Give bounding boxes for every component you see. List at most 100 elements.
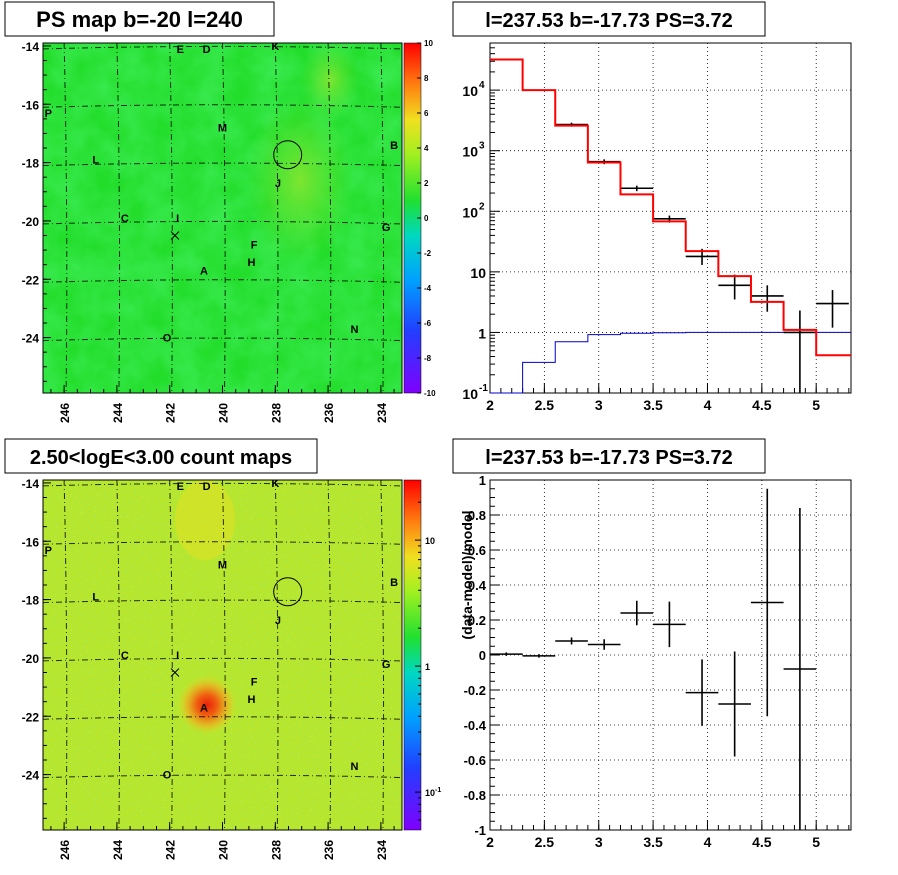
ps-colorbar-ticks: 10 8 6 4 2 0 -2 -4 -6 -8 -10	[417, 39, 436, 398]
graticule-line	[222, 43, 226, 393]
x-tick-label: 236	[322, 840, 336, 860]
y-tick-label: -22	[22, 273, 40, 287]
source-label-d: D	[203, 44, 211, 56]
colorbar-tick-label: 10	[424, 39, 433, 48]
colorbar-tick-label: -10	[424, 389, 436, 398]
y-tick-label: 10	[462, 204, 478, 220]
y-tick-label: -22	[22, 710, 40, 724]
ps-map-heatmap	[43, 43, 402, 393]
source-label-k: K	[271, 41, 279, 53]
y-tick-label: -16	[22, 98, 40, 112]
source-label-c: C	[121, 650, 129, 662]
colorbar-tick-label: 6	[424, 109, 429, 118]
target-circle	[273, 577, 303, 607]
ps-map-panel: 10 8 6 4 2 0 -2 -4 -6 -8 -10 246 244 242 240 238 236 234…	[4, 1, 436, 423]
graticule-line	[327, 43, 332, 393]
data-point	[783, 310, 817, 393]
source-label-m: M	[218, 123, 227, 135]
colorbar-tick-label: 4	[424, 144, 429, 153]
x-tick-label: 3	[595, 397, 603, 413]
count-colorbar	[404, 480, 421, 830]
graticule-line	[274, 43, 279, 393]
source-label-p: P	[45, 545, 52, 557]
y-tick-label: 10	[462, 386, 478, 402]
residual-point	[718, 651, 751, 757]
model-total-line	[490, 58, 851, 357]
source-label-l: L	[92, 155, 99, 167]
residual-point	[783, 508, 817, 830]
colorbar-tick-label: -8	[424, 354, 432, 363]
source-label-c: C	[121, 213, 129, 225]
x-tick-label: 242	[164, 403, 178, 423]
y-tick-label: 0	[479, 648, 486, 663]
x-tick-label: 238	[269, 840, 283, 860]
y-tick-label: 0.2	[468, 613, 486, 628]
x-tick-label: 2.5	[535, 834, 555, 850]
source-label-b: B	[390, 140, 398, 152]
y-tick-label: 0.8	[468, 508, 486, 523]
residual-point	[490, 652, 523, 656]
y-tick-exponent: 4	[479, 80, 485, 91]
spectrum-title: l=237.53 b=-17.73 PS=3.72	[485, 10, 732, 32]
x-tick-label: 2	[486, 834, 494, 850]
source-label-e: E	[177, 481, 184, 493]
source-label-h: H	[248, 257, 256, 269]
y-tick-label: 0.6	[468, 543, 486, 558]
x-tick-label: 5	[812, 834, 820, 850]
source-label-i: I	[176, 650, 179, 662]
source-label-i: I	[176, 213, 179, 225]
source-label-k: K	[271, 478, 279, 490]
colorbar-tick-label: 10-1	[425, 787, 441, 798]
x-tick-label: 2.5	[535, 397, 555, 413]
residual-point	[587, 639, 621, 650]
source-label-p: P	[45, 108, 52, 120]
y-tick-label: -1	[474, 823, 486, 838]
source-label-o: O	[163, 770, 172, 782]
colorbar-tick-label: -6	[424, 319, 432, 328]
y-tick-exponent: -1	[479, 383, 488, 394]
y-tick-label: 1	[478, 325, 486, 341]
residual-title: l=237.53 b=-17.73 PS=3.72	[485, 447, 732, 469]
colorbar-tick-label: 8	[424, 74, 429, 83]
residual-point	[750, 488, 784, 717]
count-colorbar-ticks: 10 1 10-1	[415, 501, 441, 821]
source-label-o: O	[163, 333, 172, 345]
x-tick-label: 246	[58, 403, 72, 423]
graticule-line	[116, 480, 121, 830]
count-map-panel: 10 1 10-1 246 244 242 240 238 236 234 -14 -16 -18 -2…	[4, 438, 441, 860]
y-tick-label: -0.2	[464, 683, 486, 698]
ps-map-title-box	[4, 1, 275, 37]
y-tick-label: 10	[462, 144, 478, 160]
source-label-l: L	[92, 592, 99, 604]
ps-map-title: PS map b=-20 l=240	[36, 7, 243, 32]
source-label-m: M	[218, 560, 227, 572]
source-label-e: E	[177, 44, 184, 56]
source-label-n: N	[351, 761, 359, 773]
x-tick-label: 244	[111, 840, 125, 860]
source-label-g: G	[382, 222, 391, 234]
residual-point	[685, 659, 719, 726]
y-tick-label: -16	[22, 535, 40, 549]
colorbar-tick-label: 2	[424, 179, 429, 188]
cross-marker	[170, 668, 180, 677]
spectrum-title-box	[452, 1, 766, 37]
source-label-f: F	[251, 676, 258, 688]
count-map-heatmap	[43, 480, 402, 830]
cross-marker	[170, 231, 180, 240]
residual-point	[653, 601, 686, 648]
y-tick-label: -24	[22, 769, 40, 783]
colorbar-tick-label: 10	[425, 536, 435, 546]
graticule-line	[63, 43, 68, 393]
data-point	[750, 285, 784, 312]
target-circle	[273, 140, 303, 170]
x-tick-label: 240	[217, 840, 231, 860]
y-tick-label: -14	[22, 40, 40, 54]
y-tick-label: 0.4	[468, 578, 487, 593]
x-tick-label: 242	[164, 840, 178, 860]
data-point	[620, 185, 654, 192]
x-tick-label: 236	[322, 403, 336, 423]
y-tick-label: -0.8	[464, 788, 486, 803]
graticule-line	[380, 43, 385, 393]
data-point	[816, 290, 849, 328]
